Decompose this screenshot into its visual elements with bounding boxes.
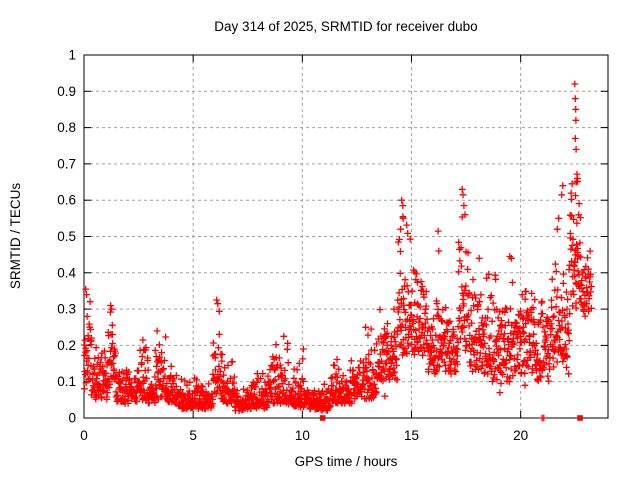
x-tick-label: 20 (513, 428, 528, 443)
scatter-square-marker (319, 415, 326, 421)
y-tick-label: 0.9 (57, 84, 76, 99)
y-tick-label: 1 (68, 48, 76, 63)
x-tick-label: 0 (80, 428, 88, 443)
y-tick-label: 0.2 (57, 338, 76, 353)
x-tick-label: 15 (404, 428, 419, 443)
x-tick-label: 10 (295, 428, 310, 443)
x-tick-label: 5 (189, 428, 197, 443)
y-tick-label: 0.4 (57, 265, 76, 280)
y-tick-label: 0.5 (57, 229, 76, 244)
y-tick-label: 0.3 (57, 302, 76, 317)
x-axis-label: GPS time / hours (295, 454, 398, 469)
y-axis-label: SRMTID / TECUs (8, 183, 23, 290)
y-tick-label: 0.1 (57, 374, 76, 389)
chart-title: Day 314 of 2025, SRMTID for receiver dub… (214, 19, 477, 34)
scatter-plus-markers (81, 80, 595, 422)
scatter-square-marker (577, 415, 583, 421)
axis-frame (83, 54, 609, 419)
y-tick-label: 0.8 (57, 120, 76, 135)
data-points-layer (81, 80, 595, 422)
y-tick-label: 0 (68, 411, 76, 426)
y-tick-label: 0.7 (57, 156, 76, 171)
tick-labels: 00.10.20.30.40.50.60.70.80.910 5 10 15 20 (57, 48, 528, 444)
y-tick-label: 0.6 (57, 193, 76, 208)
